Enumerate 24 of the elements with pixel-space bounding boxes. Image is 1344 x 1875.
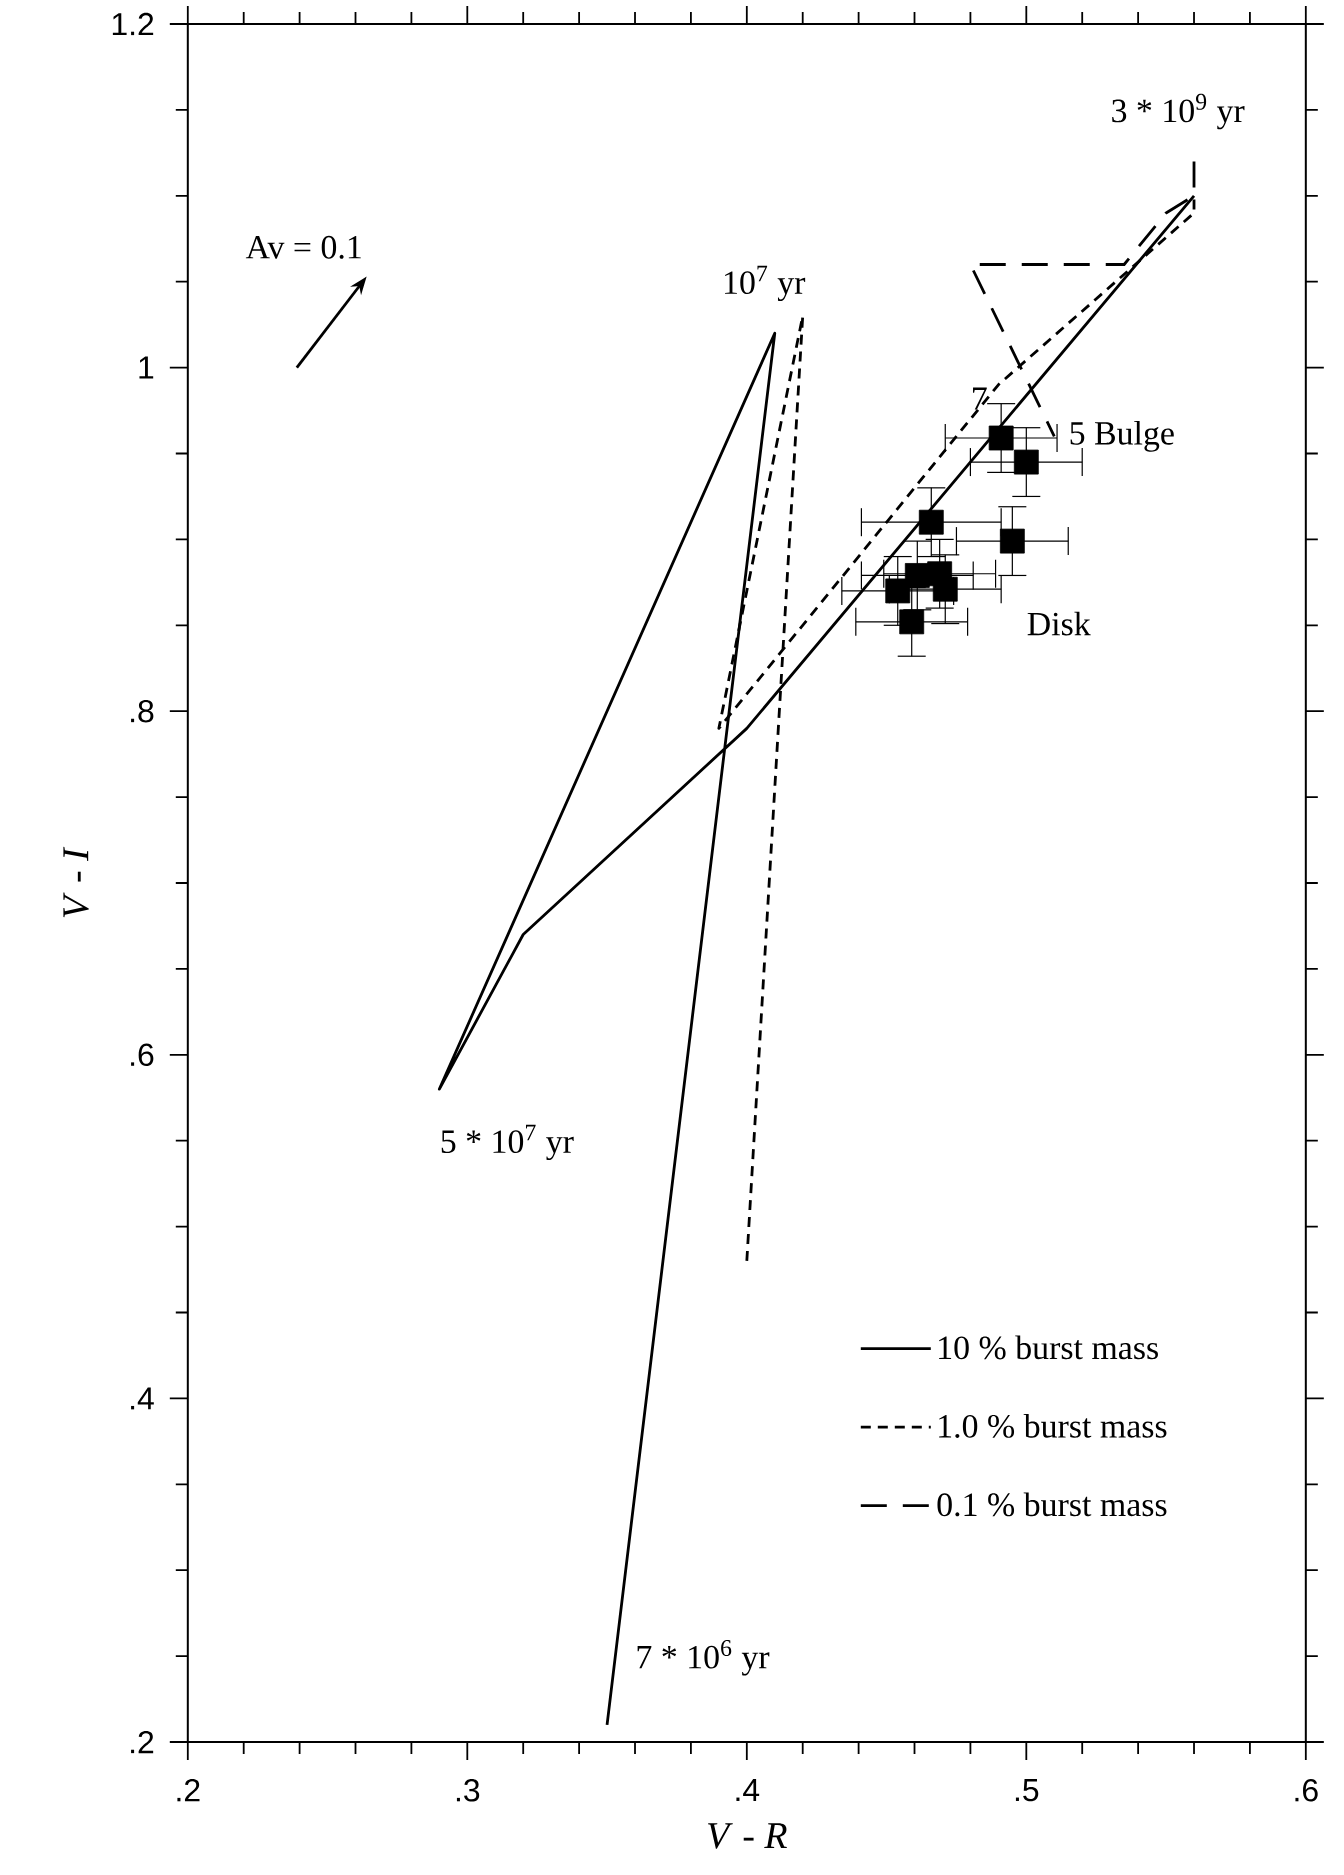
- annotation: 3 * 10$^{9}$ yr: [1112, 93, 1245, 130]
- annotation: Av = 0.1: [245, 235, 361, 259]
- annotation: 7 * 10$^{6}$ yr: [637, 1640, 770, 1676]
- x-tick-label: .3: [456, 1779, 480, 1802]
- y-tick-label: .8: [131, 699, 154, 723]
- x-axis-title: V - R: [708, 1823, 787, 1849]
- x-tick-label: .4: [736, 1779, 760, 1801]
- annotation: 5 * 10$^{7}$ yr: [441, 1124, 574, 1161]
- y-tick-label: .4: [131, 1387, 154, 1410]
- annotation: Disk: [1027, 611, 1091, 636]
- x-tick-label: .6: [1295, 1779, 1318, 1802]
- y-tick-label: 1: [139, 356, 154, 379]
- legend-label: 10 % burst mass: [939, 1335, 1158, 1360]
- y-tick-label: .6: [131, 1043, 154, 1067]
- annotation: 10$^{7}$ yr: [725, 265, 806, 302]
- y-tick-label: 1.2: [112, 12, 154, 36]
- annotation: 5 Bulge: [1070, 420, 1174, 452]
- annotation: 7: [973, 387, 987, 410]
- legend-label: 1.0 % burst mass: [939, 1413, 1167, 1438]
- x-tick-label: .2: [177, 1779, 200, 1802]
- y-axis-title: V - I: [63, 846, 89, 918]
- y-tick-label: .2: [131, 1730, 154, 1754]
- x-tick-label: .5: [1015, 1779, 1039, 1802]
- legend-label: 0.1 % burst mass: [937, 1492, 1167, 1517]
